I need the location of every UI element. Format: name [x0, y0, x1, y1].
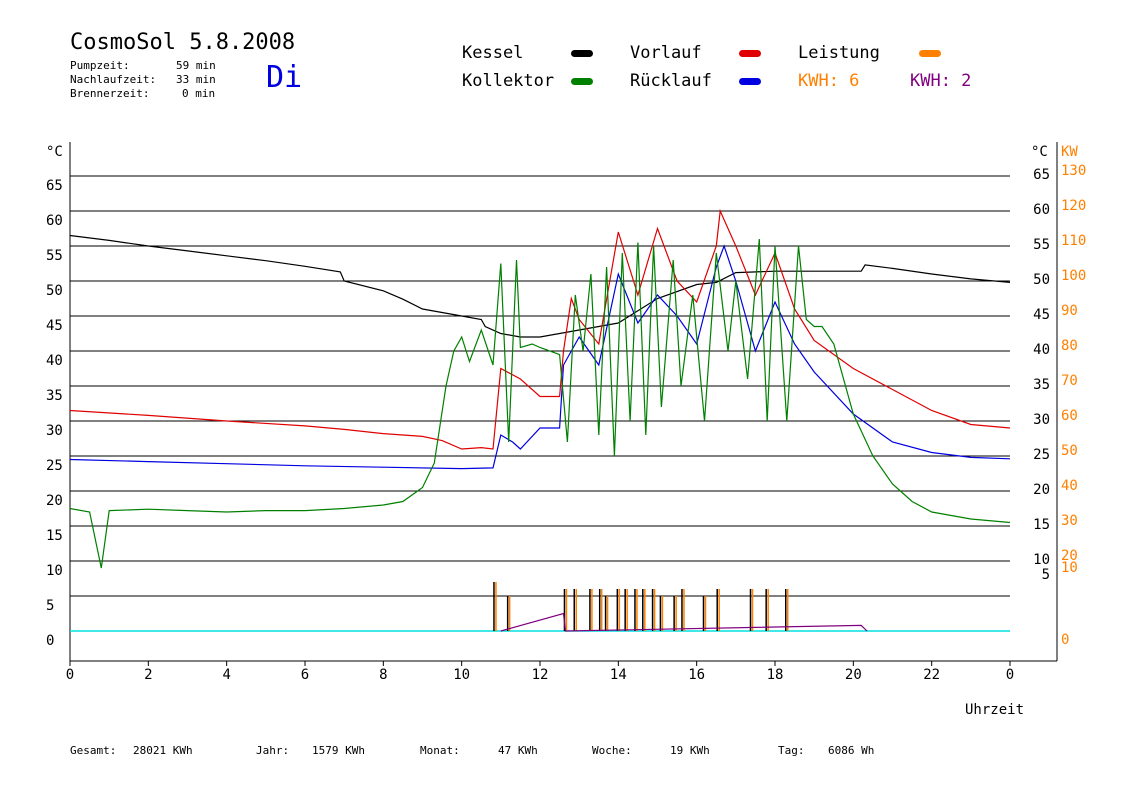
- weekday-label: Di: [266, 60, 303, 95]
- legend-vorlauf-swatch: [739, 50, 761, 57]
- y-right-tick-label-kw: 40: [1061, 478, 1078, 494]
- tick-labels: 0 2 4 6 8 10 12 14 16 18 20 22 0°C051015202530354045…: [46, 144, 1086, 683]
- y-right-unit-c: °C: [1031, 144, 1048, 160]
- x-tick-label: 6: [301, 667, 309, 683]
- y-right-tick-label-c: 5: [1042, 567, 1050, 583]
- y-right-tick-label-c: 10: [1033, 552, 1050, 568]
- stat-jahr-label: Jahr:: [256, 744, 290, 757]
- y-right-tick-label-c: 60: [1033, 202, 1050, 218]
- x-tick-label: 12: [532, 667, 549, 683]
- y-right-tick-label-kw: 10: [1061, 560, 1078, 576]
- stat-monat-value: 47 KWh: [498, 744, 538, 757]
- y-left-tick-label: 40: [46, 353, 63, 369]
- y-right-tick-label-kw: 50: [1061, 443, 1078, 459]
- x-tick-label: 10: [453, 667, 470, 683]
- y-right-tick-label-c: 20: [1033, 482, 1050, 498]
- series-kessel: [69, 234, 1011, 338]
- y-right-tick-label-c: 55: [1033, 237, 1050, 253]
- series-kollektor: [69, 238, 1011, 569]
- y-left-tick-label: 25: [46, 458, 63, 474]
- x-tick-label: 8: [379, 667, 387, 683]
- info-nachlaufzeit-value: 33 min: [176, 73, 216, 86]
- stat-woche-value: 19 KWh: [670, 744, 710, 757]
- y-right-tick-label-c: 25: [1033, 447, 1050, 463]
- x-tick-label: 2: [144, 667, 152, 683]
- legend-kollektor-swatch: [571, 78, 593, 85]
- y-right-tick-label-kw: 70: [1061, 373, 1078, 389]
- y-right-tick-label-kw: 110: [1061, 233, 1086, 249]
- y-right-tick-label-kw: 120: [1061, 198, 1086, 214]
- x-tick-label: 16: [688, 667, 705, 683]
- y-right-tick-label-c: 15: [1033, 517, 1050, 533]
- power-bars: [493, 582, 868, 632]
- axes: [69, 142, 1058, 666]
- x-tick-label: 18: [767, 667, 784, 683]
- x-tick-label: 20: [845, 667, 862, 683]
- y-right-tick-label-c: 35: [1033, 377, 1050, 393]
- x-tick-label: 4: [222, 667, 230, 683]
- stat-gesamt-value: 28021 KWh: [133, 744, 193, 757]
- y-right-tick-label-kw: 100: [1061, 268, 1086, 284]
- info-pumpzeit-value: 59 min: [176, 59, 216, 72]
- y-right-tick-label-kw: 80: [1061, 338, 1078, 354]
- y-left-unit: °C: [46, 144, 63, 160]
- legend-kessel-swatch: [571, 50, 593, 57]
- legend-ruecklauf-label: Rücklauf: [630, 71, 712, 91]
- y-left-tick-label: 5: [46, 598, 54, 614]
- legend-leistung-swatch: [919, 50, 941, 57]
- stat-jahr-value: 1579 KWh: [312, 744, 365, 757]
- y-right-unit-kw: KW: [1061, 144, 1078, 160]
- y-right-tick-label-kw: 0: [1061, 632, 1069, 648]
- x-tick-label: 0: [66, 667, 74, 683]
- series-rcklauf: [69, 244, 1011, 470]
- y-left-tick-label: 0: [46, 633, 54, 649]
- info-nachlaufzeit-label: Nachlaufzeit:: [70, 73, 157, 86]
- y-left-tick-label: 35: [46, 388, 63, 404]
- legend-kessel-label: Kessel: [462, 43, 524, 63]
- y-left-tick-label: 20: [46, 493, 63, 509]
- stat-gesamt-label: Gesamt:: [70, 744, 117, 757]
- gridlines: [70, 175, 1010, 597]
- x-tick-label: 14: [610, 667, 627, 683]
- legend-vorlauf-label: Vorlauf: [630, 43, 702, 63]
- y-right-tick-label-c: 40: [1033, 342, 1050, 358]
- x-tick-label: 22: [923, 667, 940, 683]
- stat-tag-value: 6086 Wh: [828, 744, 875, 757]
- series-lines: [69, 208, 1011, 632]
- x-axis-label: Uhrzeit: [965, 702, 1025, 718]
- legend-kwh-orange: KWH: 6: [798, 71, 860, 91]
- y-left-tick-label: 15: [46, 528, 63, 544]
- chart-title: CosmoSol 5.8.2008: [70, 30, 296, 55]
- stat-monat-label: Monat:: [420, 744, 460, 757]
- y-left-tick-label: 30: [46, 423, 63, 439]
- y-left-tick-label: 50: [46, 283, 63, 299]
- info-brennerzeit-label: Brennerzeit:: [70, 87, 150, 100]
- y-right-tick-label-c: 45: [1033, 307, 1050, 323]
- y-right-tick-label-kw: 90: [1061, 303, 1078, 319]
- legend-kollektor-label: Kollektor: [462, 71, 555, 91]
- y-right-tick-label-kw: 30: [1061, 513, 1078, 529]
- stat-tag-label: Tag:: [778, 744, 805, 757]
- y-left-tick-label: 65: [46, 178, 63, 194]
- y-right-tick-label-c: 30: [1033, 412, 1050, 428]
- y-left-tick-label: 60: [46, 213, 63, 229]
- y-left-tick-label: 55: [46, 248, 63, 264]
- x-tick-label: 0: [1006, 667, 1014, 683]
- legend-leistung-label: Leistung: [798, 43, 880, 63]
- y-right-tick-label-kw: 60: [1061, 408, 1078, 424]
- info-brennerzeit-value: 0 min: [182, 87, 216, 100]
- y-right-tick-label-kw: 20: [1061, 548, 1078, 564]
- info-pumpzeit-label: Pumpzeit:: [70, 59, 130, 72]
- series-vorlauf: [69, 208, 1011, 450]
- y-right-tick-label-kw: 130: [1061, 163, 1086, 179]
- aux-purple-line: [500, 612, 868, 632]
- y-left-tick-label: 10: [46, 563, 63, 579]
- stat-woche-label: Woche:: [592, 744, 632, 757]
- legend-ruecklauf-swatch: [739, 78, 761, 85]
- y-right-tick-label-c: 65: [1033, 167, 1050, 183]
- y-left-tick-label: 45: [46, 318, 63, 334]
- legend-kwh-purple: KWH: 2: [910, 71, 972, 91]
- y-right-tick-label-c: 50: [1033, 272, 1050, 288]
